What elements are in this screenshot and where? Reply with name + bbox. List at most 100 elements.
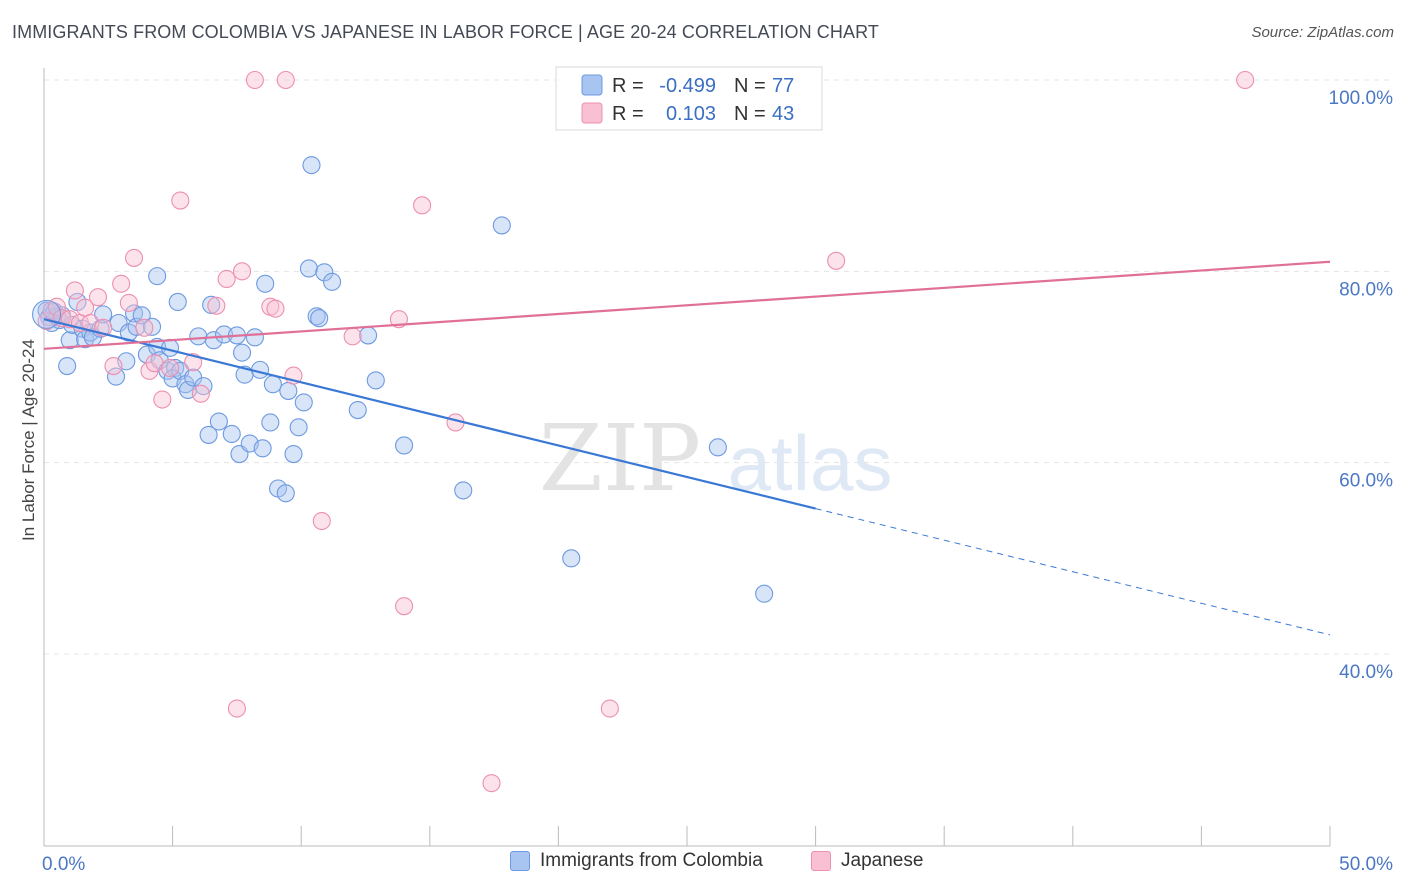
point-japanese-42 bbox=[1236, 70, 1255, 90]
watermark-zip: ZIP bbox=[539, 405, 701, 512]
point-colombia-41 bbox=[202, 295, 221, 314]
point-colombia-51 bbox=[245, 328, 264, 347]
point-colombia-38 bbox=[189, 327, 208, 346]
point-colombia-16 bbox=[94, 305, 113, 324]
x-tick-label-0: 0.0% bbox=[42, 854, 85, 875]
trend-lines bbox=[43, 260, 1331, 636]
y-axis-label-wrap: In Labor Force | Age 20-24 bbox=[18, 300, 42, 580]
point-japanese-40 bbox=[600, 699, 619, 718]
point-japanese-23 bbox=[207, 296, 226, 315]
point-colombia-71 bbox=[366, 371, 385, 390]
point-colombia-21 bbox=[124, 304, 144, 323]
point-colombia-54 bbox=[256, 274, 275, 293]
point-colombia-8 bbox=[60, 331, 79, 350]
point-japanese-17 bbox=[145, 354, 164, 373]
point-colombia-65 bbox=[307, 307, 326, 326]
point-colombia-56 bbox=[263, 375, 282, 394]
point-colombia-70 bbox=[359, 326, 378, 345]
tick-labels: 100.0% 80.0% 60.0% 40.0% 0.0% 50.0% bbox=[42, 88, 1393, 875]
point-japanese-2 bbox=[47, 297, 66, 316]
point-colombia-55 bbox=[261, 413, 280, 432]
stats-n-value-1: 43 bbox=[772, 103, 794, 125]
point-japanese-35 bbox=[395, 597, 414, 616]
point-colombia-22 bbox=[127, 317, 146, 336]
trend-line-japanese bbox=[43, 260, 1331, 350]
point-japanese-20 bbox=[171, 191, 190, 210]
point-japanese-33 bbox=[343, 327, 362, 346]
point-colombia-43 bbox=[209, 412, 228, 431]
x-tick-label-50: 50.0% bbox=[1339, 854, 1393, 875]
point-japanese-24 bbox=[217, 269, 236, 289]
stats-r-value-0: -0.499 bbox=[659, 75, 716, 97]
point-colombia-44 bbox=[214, 325, 234, 344]
point-japanese-12 bbox=[112, 274, 131, 293]
legend-swatch-japanese bbox=[811, 850, 831, 871]
point-colombia-67 bbox=[315, 263, 334, 282]
point-colombia-63 bbox=[299, 259, 318, 278]
point-japanese-32 bbox=[312, 511, 331, 531]
point-colombia-73 bbox=[454, 481, 473, 500]
legend-label-colombia: Immigrants from Colombia bbox=[540, 850, 763, 871]
point-japanese-9 bbox=[88, 288, 108, 307]
point-japanese-14 bbox=[124, 248, 144, 267]
point-colombia-60 bbox=[284, 445, 303, 464]
watermark: ZIP atlas bbox=[539, 405, 892, 512]
point-colombia-28 bbox=[148, 267, 167, 286]
point-japanese-19 bbox=[160, 358, 180, 378]
stats-r-value-1: 0.103 bbox=[666, 103, 716, 125]
point-colombia-7 bbox=[58, 356, 77, 376]
point-japanese-18 bbox=[153, 390, 172, 409]
point-colombia-33 bbox=[168, 292, 187, 311]
y-tick-label-100: 100.0% bbox=[1329, 88, 1394, 109]
point-colombia-62 bbox=[294, 393, 313, 412]
chart-title: IMMIGRANTS FROM COLOMBIA VS JAPANESE IN … bbox=[12, 22, 879, 42]
point-colombia-53 bbox=[253, 439, 272, 458]
point-japanese-22 bbox=[191, 384, 210, 403]
stats-swatch-0 bbox=[581, 74, 603, 96]
point-japanese-36 bbox=[413, 196, 432, 215]
point-japanese-41 bbox=[827, 251, 846, 270]
trend-line-colombia-extension bbox=[815, 508, 1331, 636]
point-colombia-31 bbox=[166, 358, 185, 378]
point-japanese-21 bbox=[184, 353, 203, 372]
point-colombia-75 bbox=[562, 549, 581, 568]
point-colombia-40 bbox=[199, 425, 218, 444]
point-japanese-11 bbox=[104, 356, 123, 376]
stats-box: R = -0.499 N = 77 R = 0.103 N = 43 bbox=[555, 66, 823, 131]
y-tick-label-80: 80.0% bbox=[1339, 279, 1393, 300]
point-colombia-66 bbox=[310, 309, 329, 328]
stats-n-label-0: N = bbox=[734, 75, 766, 97]
stats-n-value-0: 77 bbox=[772, 75, 794, 97]
stats-r-label-1: R = bbox=[612, 103, 644, 125]
point-japanese-25 bbox=[227, 699, 246, 718]
stats-n-label-1: N = bbox=[734, 103, 766, 125]
point-japanese-30 bbox=[276, 70, 295, 90]
point-colombia-58 bbox=[276, 484, 295, 503]
point-japanese-29 bbox=[266, 299, 285, 318]
point-colombia-74 bbox=[492, 216, 511, 235]
y-tick-label-40: 40.0% bbox=[1339, 662, 1393, 683]
point-japanese-13 bbox=[119, 293, 138, 312]
point-colombia-77 bbox=[755, 584, 774, 603]
point-japanese-27 bbox=[245, 70, 264, 90]
y-axis-label: In Labor Force | Age 20-24 bbox=[19, 339, 38, 541]
axes bbox=[43, 68, 1331, 847]
point-colombia-25 bbox=[142, 317, 162, 336]
source-label: Source: ZipAtlas.com bbox=[1251, 24, 1394, 41]
legend-item-colombia: Immigrants from Colombia bbox=[510, 850, 763, 878]
legend-item-japanese: Japanese bbox=[811, 850, 923, 878]
stats-r-label-0: R = bbox=[612, 75, 644, 97]
trend-line-colombia bbox=[43, 318, 816, 510]
data-points bbox=[32, 70, 1255, 793]
point-japanese-15 bbox=[135, 318, 154, 337]
point-colombia-72 bbox=[395, 436, 414, 455]
point-japanese-5 bbox=[65, 281, 84, 300]
point-colombia-17 bbox=[106, 367, 126, 386]
point-colombia-69 bbox=[348, 400, 367, 420]
point-colombia-68 bbox=[323, 272, 342, 291]
stats-swatch-1 bbox=[581, 102, 603, 124]
watermark-atlas: atlas bbox=[728, 419, 893, 507]
point-japanese-26 bbox=[232, 262, 252, 281]
point-colombia-64 bbox=[302, 156, 321, 175]
